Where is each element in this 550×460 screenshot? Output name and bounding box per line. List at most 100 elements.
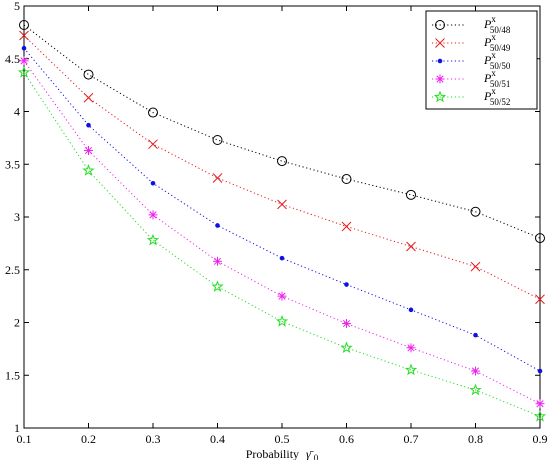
series-50-52 <box>17 66 547 422</box>
data-point <box>277 156 287 167</box>
y-tick-label: 4.5 <box>5 52 20 66</box>
data-point <box>83 92 94 103</box>
data-point <box>213 256 222 266</box>
data-point <box>344 282 349 287</box>
legend-label-sub: 50/51 <box>490 79 511 89</box>
data-point <box>86 122 91 128</box>
x-tick-label: 0.1 <box>17 432 32 446</box>
series-line <box>23 47 541 372</box>
legend-label-name: P <box>483 17 492 31</box>
series-50-48 <box>19 19 545 244</box>
data-point <box>473 332 478 338</box>
y-tick-label: 2 <box>14 316 20 330</box>
x-axis-label-text: Probability <box>246 447 299 460</box>
data-point <box>19 56 29 66</box>
data-point <box>277 291 287 301</box>
legend-label-sup: x <box>491 68 496 78</box>
data-point <box>533 409 547 422</box>
x-tick-label: 0.6 <box>339 432 354 446</box>
x-tick-label: 0.9 <box>533 432 548 446</box>
legend-label-sub: 50/50 <box>490 61 511 71</box>
y-tick-label: 4 <box>14 105 20 119</box>
data-point <box>535 399 545 409</box>
legend-label-sub: 50/49 <box>490 43 511 53</box>
data-point <box>470 261 481 272</box>
data-point <box>277 199 287 210</box>
legend-label-name: P <box>483 89 492 103</box>
data-point <box>212 173 223 183</box>
data-point <box>408 307 414 313</box>
data-point <box>279 255 285 261</box>
x-tick-label: 0.5 <box>275 432 290 446</box>
data-point <box>341 174 352 185</box>
legend-marker <box>435 20 445 30</box>
legend-label-sup: x <box>491 32 496 42</box>
y-tick-label: 1 <box>14 421 20 435</box>
series-50-50 <box>21 45 543 374</box>
data-point <box>84 146 93 156</box>
data-point <box>19 30 29 41</box>
data-point <box>148 139 158 150</box>
data-point <box>215 223 220 228</box>
series-50-51 <box>19 56 545 409</box>
data-point <box>404 363 418 376</box>
data-point <box>342 319 351 329</box>
data-point <box>275 315 289 327</box>
legend-label: Px 50/52 <box>483 86 510 107</box>
x-tick-label: 0.3 <box>146 432 161 446</box>
series-layer <box>17 19 547 422</box>
y-tick-label: 2.5 <box>5 263 20 277</box>
x-axis-label-symbol: γ̄ <box>306 447 314 460</box>
legend-marker <box>435 74 445 84</box>
data-point <box>19 19 29 30</box>
legend-label-name: P <box>483 35 492 49</box>
x-tick-label: 0.2 <box>81 432 96 446</box>
data-point <box>471 366 480 376</box>
data-point <box>82 164 95 176</box>
data-point <box>406 241 416 252</box>
legend-label: Px 50/50 <box>483 50 511 71</box>
series-line <box>23 24 541 239</box>
legend-label-sup: x <box>491 86 496 96</box>
data-point <box>21 45 27 51</box>
x-tick-label: 0.8 <box>468 432 483 446</box>
data-point <box>535 233 545 244</box>
y-tick-label: 3 <box>14 210 20 224</box>
series-line <box>23 72 541 417</box>
data-point <box>83 69 94 80</box>
series-50-49 <box>19 30 545 305</box>
x-tick-label: 0.7 <box>404 432 419 446</box>
legend-item: Px 50/50 <box>432 50 511 71</box>
data-point <box>146 233 160 246</box>
y-tick-label: 1.5 <box>5 368 20 382</box>
legend-label-name: P <box>483 53 492 67</box>
x-tick-label: 0.4 <box>210 432 225 446</box>
data-point <box>537 368 543 374</box>
legend-label-name: P <box>483 71 492 85</box>
data-point <box>211 280 224 292</box>
legend-label-sup: x <box>491 50 496 60</box>
y-tick-label: 3.5 <box>5 157 20 171</box>
y-tick-label: 5 <box>14 0 20 13</box>
legend-item: Px 50/51 <box>432 68 510 89</box>
legend-item: Px 50/49 <box>432 32 511 53</box>
data-point <box>17 66 31 78</box>
legend-item: Px 50/48 <box>432 14 511 35</box>
data-point <box>340 341 353 354</box>
legend-marker <box>433 90 447 103</box>
data-point <box>406 189 416 200</box>
legend-marker <box>437 58 443 64</box>
legend-label-sup: x <box>491 14 496 24</box>
legend-item: Px 50/52 <box>432 86 510 107</box>
x-axis-label: Probability γ̄ 0 <box>246 447 319 460</box>
legend-label: Px 50/51 <box>483 68 510 89</box>
data-point <box>341 221 352 232</box>
x-axis-label-subscript: 0 <box>314 453 319 460</box>
data-point <box>469 383 482 396</box>
legend-box <box>425 10 538 110</box>
data-point <box>470 206 481 217</box>
legend-label-sub: 50/52 <box>490 97 511 107</box>
data-point <box>150 180 156 186</box>
